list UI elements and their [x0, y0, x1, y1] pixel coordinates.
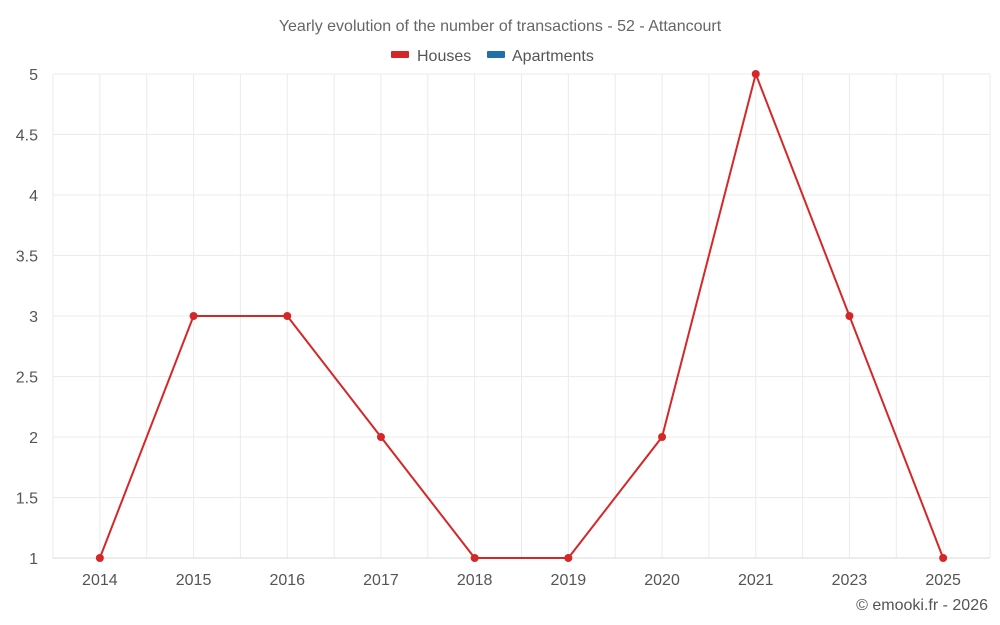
chart-title: Yearly evolution of the number of transa…: [279, 18, 722, 35]
y-tick-label: 1.5: [16, 491, 38, 508]
legend-item-houses[interactable]: Houses: [391, 48, 471, 65]
x-tick-label: 2015: [176, 572, 212, 589]
x-tick-label: 2019: [551, 572, 587, 589]
data-point-houses[interactable]: [564, 554, 573, 562]
y-tick-label: 3: [29, 309, 38, 326]
data-point-houses[interactable]: [658, 433, 667, 441]
legend-label-houses: Houses: [417, 48, 471, 65]
legend-swatch-houses: [391, 51, 409, 58]
legend-label-apartments: Apartments: [512, 48, 594, 65]
legend-item-apartments[interactable]: Apartments: [487, 48, 594, 65]
y-tick-label: 1: [29, 551, 38, 568]
x-tick-label: 2018: [457, 572, 493, 589]
x-tick-label: 2020: [644, 572, 680, 589]
y-tick-label: 5: [29, 67, 38, 84]
data-point-houses[interactable]: [470, 554, 479, 562]
series-houses: [95, 70, 948, 562]
x-tick-label: 2016: [269, 572, 305, 589]
x-tick-label: 2021: [738, 572, 774, 589]
gridlines: [52, 73, 991, 559]
series-line-houses: [98, 73, 945, 559]
axes: 1 1.5 2 2.5 3 3.5 4 4.5 5 2014 2015 2016 2017 2018 201…: [16, 67, 990, 589]
legend-swatch-apartments: [487, 51, 505, 58]
y-tick-label: 2.5: [16, 370, 38, 387]
data-point-houses[interactable]: [283, 312, 292, 320]
legend: Houses Apartments: [391, 48, 594, 65]
y-tick-label: 4: [29, 188, 38, 205]
data-point-houses[interactable]: [376, 433, 385, 441]
x-tick-label: 2023: [832, 572, 868, 589]
data-point-houses[interactable]: [751, 70, 760, 78]
x-tick-label: 2014: [82, 572, 118, 589]
data-point-houses[interactable]: [939, 554, 948, 562]
x-tick-label: 2025: [925, 572, 961, 589]
y-tick-label: 3.5: [16, 249, 38, 266]
x-tick-label: 2017: [363, 572, 399, 589]
credit-text: © emooki.fr - 2026: [856, 597, 988, 614]
y-tick-label: 2: [29, 430, 38, 447]
y-tick-label: 4.5: [16, 128, 38, 145]
data-point-houses[interactable]: [95, 554, 104, 562]
data-point-houses[interactable]: [189, 312, 198, 320]
data-point-houses[interactable]: [845, 312, 854, 320]
